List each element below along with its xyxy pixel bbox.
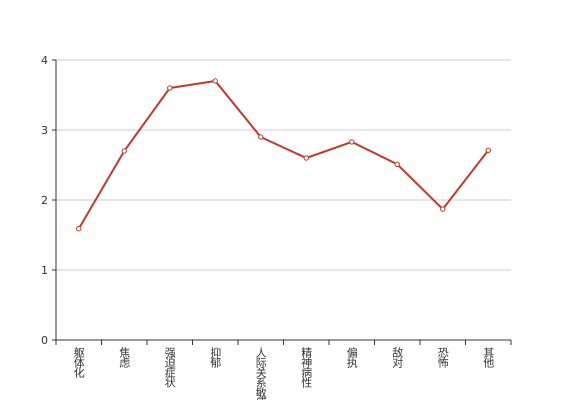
data-point: [258, 134, 264, 140]
data-point: [212, 78, 218, 84]
y-tick-label: 2: [41, 194, 48, 207]
data-point: [76, 226, 82, 232]
y-tick-label: 1: [41, 264, 48, 277]
x-tick-label: 焦虑: [118, 347, 131, 368]
y-tick-label: 4: [41, 54, 48, 67]
x-tick-label: 敌对: [391, 346, 404, 368]
data-point: [485, 147, 491, 154]
x-tick-label: 躯体化: [72, 347, 85, 379]
x-tick-label: 恐怖: [436, 347, 449, 368]
data-point: [167, 85, 173, 91]
x-tick-label: 偏执: [345, 346, 358, 369]
y-tick-label: 3: [41, 124, 48, 137]
data-point: [121, 148, 127, 154]
data-point: [440, 206, 446, 212]
x-tick-label: 人际关系敏感: [254, 347, 267, 400]
x-tick-label: 精神病性: [300, 347, 313, 389]
data-point: [349, 139, 355, 145]
x-tick-label: 其他: [482, 347, 495, 368]
y-tick-label: 0: [41, 334, 48, 347]
data-point: [303, 155, 309, 161]
data-line: [77, 79, 490, 230]
data-point: [394, 161, 400, 168]
x-tick-label: 强迫症状: [163, 347, 176, 388]
x-tick-label: 抑郁: [209, 346, 222, 368]
